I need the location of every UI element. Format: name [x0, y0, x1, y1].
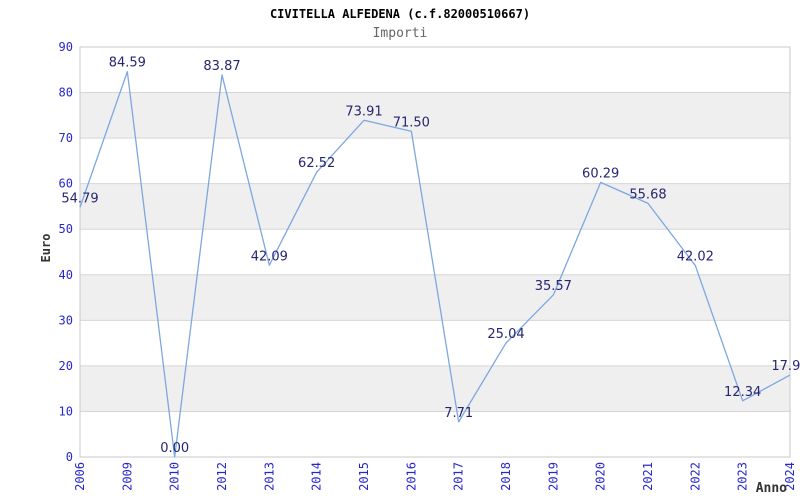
x-tick-label: 2015 — [357, 462, 371, 491]
x-tick-label: 2009 — [120, 462, 134, 491]
y-tick-label: 90 — [59, 40, 73, 54]
x-tick-label: 2012 — [215, 462, 229, 491]
data-label: 35.57 — [535, 279, 572, 294]
data-label: 62.52 — [298, 156, 335, 171]
data-label: 12.34 — [724, 385, 761, 400]
data-label: 60.29 — [582, 166, 619, 181]
x-tick-label: 2022 — [688, 462, 702, 491]
x-tick-label: 2021 — [641, 462, 655, 491]
plot-band — [80, 183, 790, 230]
x-tick-label: 2014 — [310, 462, 324, 491]
x-tick-label: 2017 — [452, 462, 466, 491]
plot-band — [80, 47, 790, 93]
data-label: 55.68 — [629, 187, 666, 202]
data-label: 73.91 — [345, 104, 382, 119]
x-tick-label: 2019 — [546, 462, 560, 491]
data-label: 0.00 — [160, 441, 189, 456]
chart-title: CIVITELLA ALFEDENA (c.f.82000510667) — [269, 7, 531, 21]
data-label: 42.02 — [677, 250, 714, 265]
y-tick-label: 70 — [59, 131, 73, 145]
plot-band — [80, 92, 790, 139]
data-label: 83.87 — [203, 59, 240, 74]
data-label: 84.59 — [109, 56, 146, 71]
x-tick-label: 2010 — [168, 462, 182, 491]
x-tick-label: 2020 — [594, 462, 608, 491]
x-tick-label: 2023 — [736, 462, 750, 491]
y-tick-label: 40 — [59, 268, 73, 282]
data-label: 42.09 — [251, 249, 288, 264]
x-tick-label: 2013 — [262, 462, 276, 491]
x-tick-label: 2006 — [73, 462, 87, 491]
plot-band — [80, 320, 790, 366]
data-label: 54.79 — [61, 191, 98, 206]
y-tick-label: 20 — [59, 359, 73, 373]
y-tick-label: 80 — [59, 86, 73, 100]
chart-subtitle: Importi — [372, 26, 428, 41]
plot-band — [80, 411, 790, 457]
y-tick-label: 60 — [59, 177, 73, 191]
x-axis-title: Anno — [755, 481, 787, 496]
data-label: 71.50 — [393, 115, 430, 130]
y-tick-label: 50 — [59, 222, 73, 236]
plot-band — [80, 274, 790, 321]
y-tick-label: 30 — [59, 313, 73, 327]
data-line — [79, 70, 791, 458]
x-tick-label: 2016 — [404, 462, 418, 491]
x-tick-label: 2024 — [783, 462, 797, 491]
y-tick-label: 10 — [59, 404, 73, 418]
data-label: 7.71 — [444, 406, 473, 421]
y-tick-label: 0 — [66, 450, 73, 464]
data-label: 25.04 — [487, 327, 524, 342]
plot-band — [80, 365, 790, 412]
plot-border — [79, 46, 791, 458]
plot-band — [80, 138, 790, 184]
data-label: 17.99 — [771, 359, 800, 374]
x-tick-label: 2018 — [499, 462, 513, 491]
